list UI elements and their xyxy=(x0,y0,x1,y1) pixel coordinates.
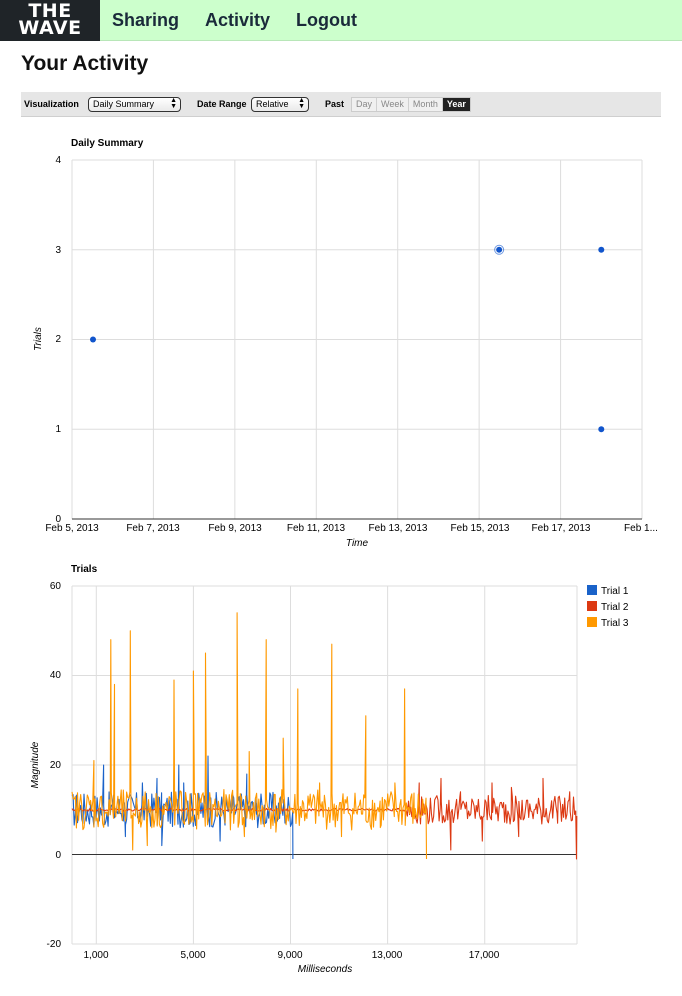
x-axis-ticks: 1,000 5,000 9,000 13,000 17,000 xyxy=(83,950,499,961)
y-axis-label: Trials xyxy=(33,327,44,351)
nav-activity-link[interactable]: Activity xyxy=(205,10,271,30)
data-point[interactable] xyxy=(90,336,96,343)
past-year-button[interactable]: Year xyxy=(442,98,470,111)
x-tick-label: 9,000 xyxy=(277,950,302,961)
x-tick-label: 5,000 xyxy=(180,950,205,961)
legend-swatch xyxy=(587,601,597,611)
top-bar: THE WAVE Sharing Activity Logout xyxy=(0,0,682,41)
x-tick-label: Feb 11, 2013 xyxy=(287,523,346,534)
x-tick-label: Feb 7, 2013 xyxy=(126,523,180,534)
x-tick-label: 17,000 xyxy=(469,950,500,961)
y-tick-label: 20 xyxy=(50,760,62,771)
y-tick-label: 60 xyxy=(50,581,62,592)
date-range-label: Date Range xyxy=(197,99,247,109)
x-tick-label: Feb 17, 2013 xyxy=(532,523,591,534)
x-axis-label: Time xyxy=(346,538,369,549)
past-range-selector: Day Week Month Year xyxy=(351,97,471,112)
past-month-button[interactable]: Month xyxy=(409,98,443,111)
trials-chart: Trials 1,000 5,000 9,000 13,000 17,000 6… xyxy=(30,564,629,975)
daily-summary-chart: Daily Summary Feb 5, 2013 Feb 7, 2013 Fe… xyxy=(33,138,658,549)
x-tick-label: Feb 5, 2013 xyxy=(45,523,99,534)
y-tick-label: 2 xyxy=(55,334,61,345)
data-point[interactable] xyxy=(496,246,503,253)
chart-title: Trials xyxy=(71,564,98,575)
visualization-label: Visualization xyxy=(24,99,79,109)
legend-item-trial-1[interactable]: Trial 1 xyxy=(587,585,629,597)
x-axis-ticks: Feb 5, 2013 Feb 7, 2013 Feb 9, 2013 Feb … xyxy=(45,523,658,534)
legend-item-trial-2[interactable]: Trial 2 xyxy=(587,601,629,613)
data-point[interactable] xyxy=(598,426,605,433)
logo[interactable]: THE WAVE xyxy=(0,0,100,41)
date-range-select[interactable]: Relative ▲ ▼ xyxy=(251,97,309,112)
visualization-select[interactable]: Daily Summary ▲ ▼ xyxy=(88,97,181,112)
page-title: Your Activity xyxy=(21,52,149,75)
visualization-select-value: Daily Summary xyxy=(93,99,155,109)
y-tick-label: 0 xyxy=(55,850,61,861)
y-axis-ticks: 0 1 2 3 4 xyxy=(55,155,61,525)
chart-title: Daily Summary xyxy=(71,138,144,149)
x-tick-label: Feb 9, 2013 xyxy=(208,523,262,534)
date-range-select-value: Relative xyxy=(256,99,289,109)
y-tick-label: 3 xyxy=(55,245,61,256)
logo-line-2: WAVE xyxy=(18,17,82,39)
past-week-button[interactable]: Week xyxy=(377,98,409,111)
x-tick-label: Feb 1... xyxy=(624,523,658,534)
legend-label: Trial 3 xyxy=(601,618,629,629)
select-arrows-icon: ▲ ▼ xyxy=(298,97,305,110)
data-point[interactable] xyxy=(598,246,605,253)
series-line-trial-3[interactable] xyxy=(71,612,428,860)
legend-swatch xyxy=(587,585,597,595)
x-axis-label: Milliseconds xyxy=(298,964,352,975)
data-point-highlight-ring xyxy=(494,244,505,255)
x-tick-label: 13,000 xyxy=(372,950,403,961)
x-tick-label: Feb 15, 2013 xyxy=(451,523,510,534)
y-tick-label: -20 xyxy=(47,939,62,950)
x-tick-label: Feb 13, 2013 xyxy=(369,523,428,534)
series-lines xyxy=(71,612,578,860)
chart-legend: Trial 1 Trial 2 Trial 3 xyxy=(587,585,629,629)
nav-logout-link[interactable]: Logout xyxy=(296,10,358,30)
y-tick-label: 1 xyxy=(55,424,61,435)
chart-grid xyxy=(71,585,578,945)
scatter-points xyxy=(90,244,605,433)
nav-sharing-link[interactable]: Sharing xyxy=(112,10,180,30)
chart-grid xyxy=(71,159,643,520)
y-tick-label: 4 xyxy=(55,155,61,166)
y-axis-ticks: 60 40 20 0 -20 xyxy=(47,581,62,950)
past-day-button[interactable]: Day xyxy=(352,98,378,111)
legend-swatch xyxy=(587,617,597,627)
legend-item-trial-3[interactable]: Trial 3 xyxy=(587,617,629,629)
legend-label: Trial 2 xyxy=(601,602,629,613)
main-nav: Sharing Activity Logout xyxy=(112,0,383,41)
y-axis-label: Magnitude xyxy=(30,741,41,788)
past-label: Past xyxy=(325,99,345,109)
y-tick-label: 0 xyxy=(55,514,61,525)
x-tick-label: 1,000 xyxy=(83,950,108,961)
y-tick-label: 40 xyxy=(50,670,62,681)
visualization-toolbar: Visualization Daily Summary ▲ ▼ Date Rang… xyxy=(21,92,661,117)
legend-label: Trial 1 xyxy=(601,586,629,597)
logo-line-1: THE xyxy=(28,0,72,22)
select-arrows-icon: ▲ ▼ xyxy=(170,97,177,110)
